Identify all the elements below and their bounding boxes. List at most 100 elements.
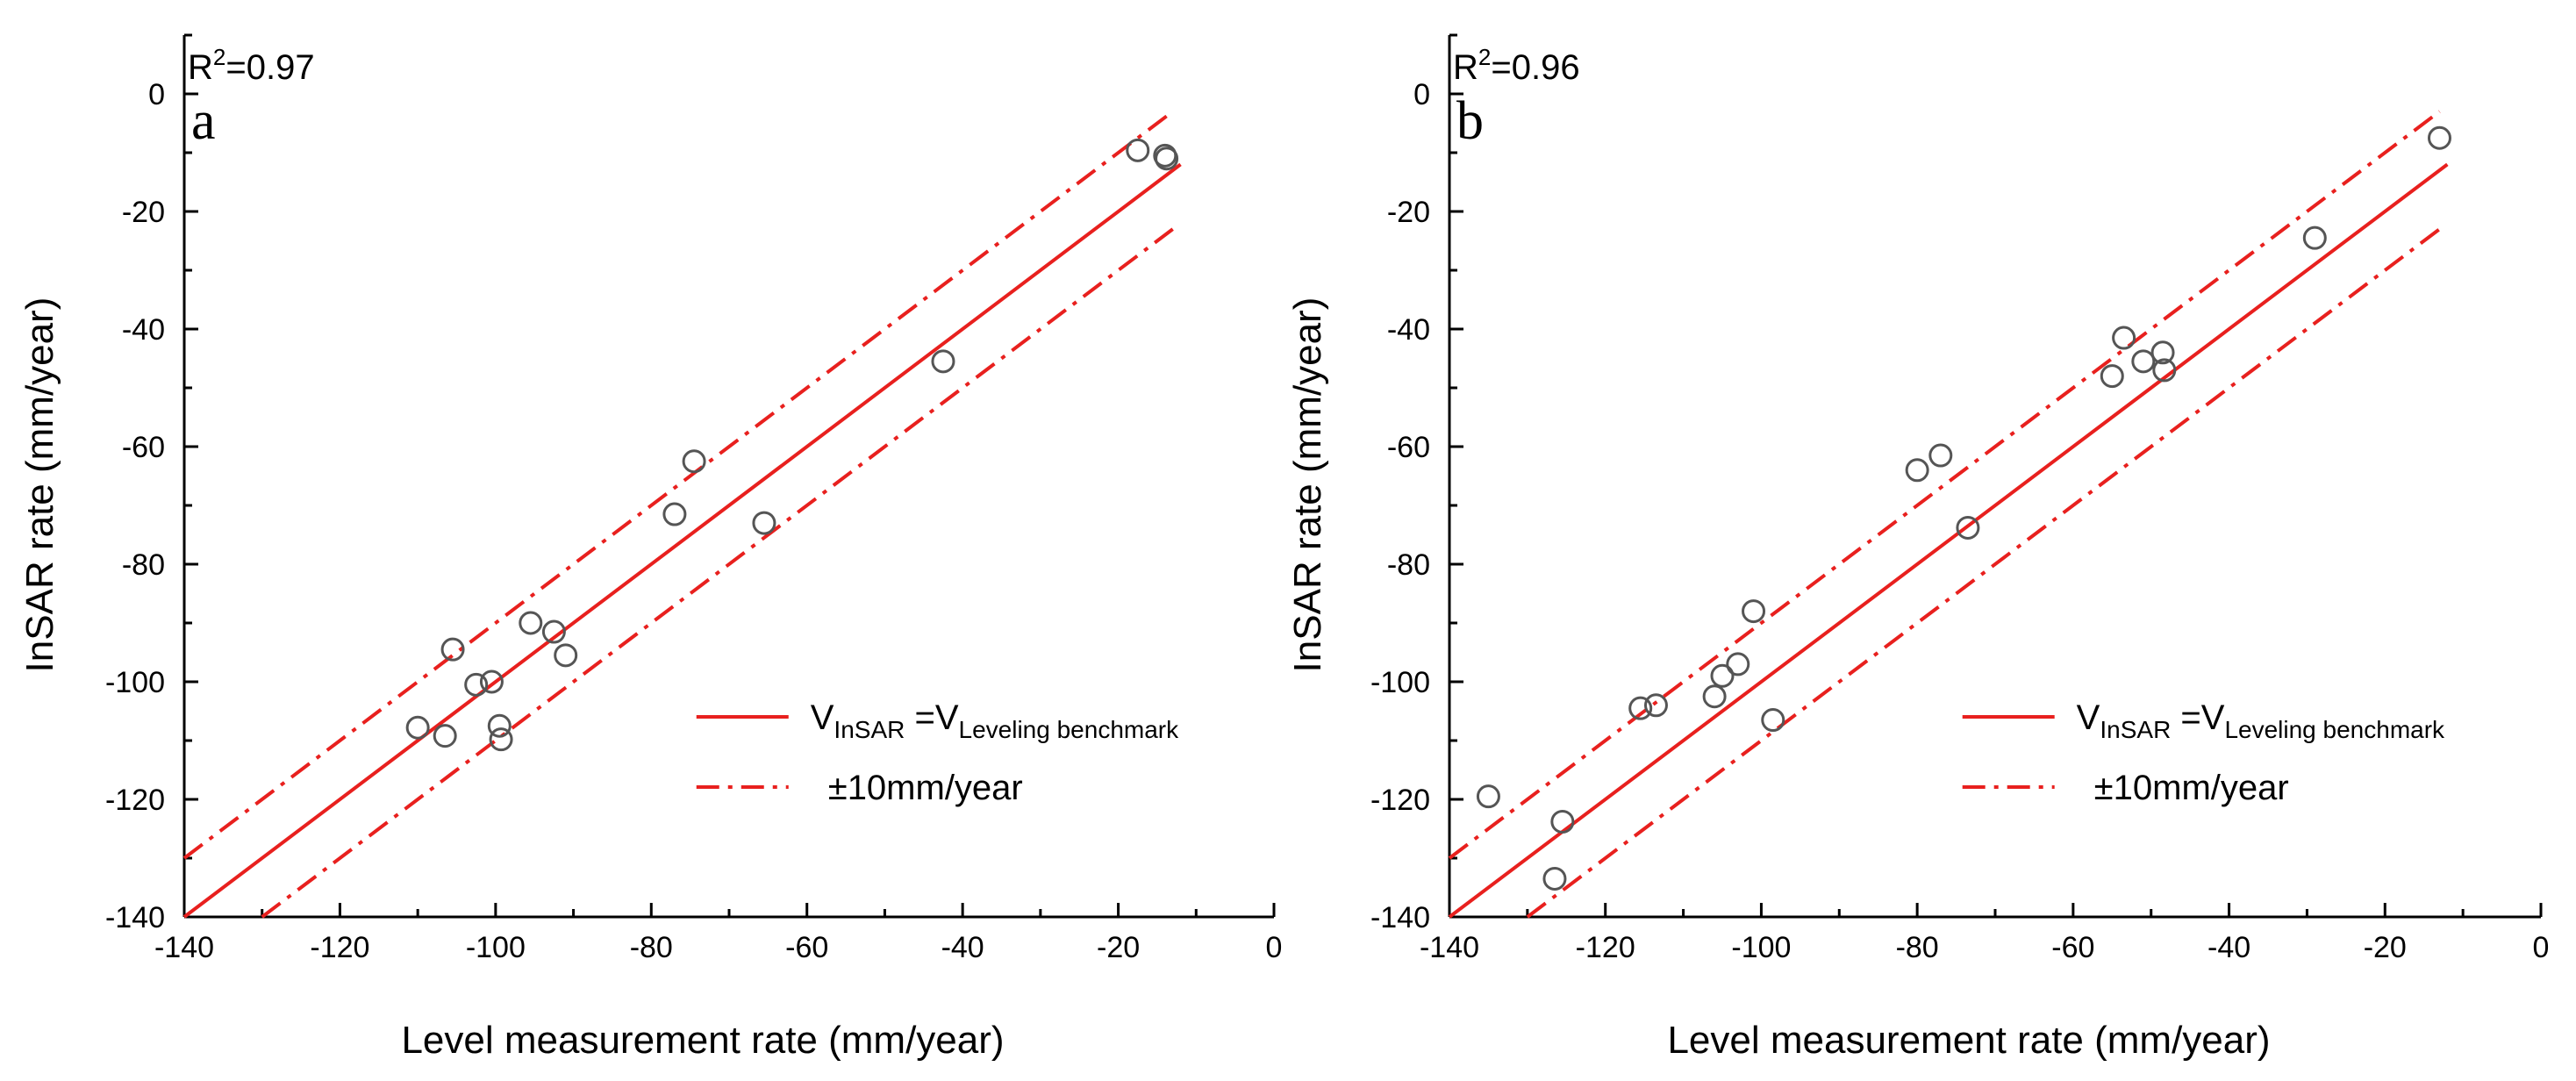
x-axis-title: Level measurement rate (mm/year) bbox=[1667, 1019, 2270, 1062]
y-tick-label: -40 bbox=[1387, 313, 1430, 347]
x-tick-label: -20 bbox=[1097, 931, 1140, 964]
data-point bbox=[752, 511, 776, 535]
data-point bbox=[1155, 147, 1179, 171]
data-point bbox=[489, 727, 513, 752]
x-axis-title: Level measurement rate (mm/year) bbox=[401, 1019, 1004, 1062]
data-point bbox=[1643, 693, 1668, 718]
data-point bbox=[487, 713, 512, 738]
data-point bbox=[541, 619, 566, 644]
r-squared-annotation: R2=0.96 bbox=[1453, 44, 1580, 87]
y-tick-label: -40 bbox=[122, 313, 165, 347]
legend-text-mid: =V bbox=[2171, 698, 2224, 737]
x-tick-label: -80 bbox=[630, 931, 673, 964]
tolerance-line bbox=[261, 227, 1174, 919]
data-point bbox=[519, 611, 543, 635]
y-tick-label: -140 bbox=[1370, 901, 1430, 934]
legend-label: VInSAR =VLeveling benchmark bbox=[811, 698, 1179, 743]
y-tick-label: -20 bbox=[122, 196, 165, 229]
data-point bbox=[2100, 364, 2124, 389]
y-tick-label: 0 bbox=[1413, 78, 1430, 111]
x-tick-label: -20 bbox=[2364, 931, 2407, 964]
data-point bbox=[2427, 125, 2451, 150]
legend-label: ±10mm/year bbox=[2094, 769, 2289, 807]
data-point bbox=[2302, 226, 2327, 250]
x-tick-label: -140 bbox=[1420, 931, 1479, 964]
legend-text-sub: InSAR bbox=[834, 716, 905, 743]
y-tick-label: -20 bbox=[1387, 196, 1430, 229]
data-point bbox=[1542, 866, 1567, 891]
panel-letter: b bbox=[1456, 91, 1484, 151]
y-tick-label: -60 bbox=[122, 431, 165, 464]
data-point bbox=[1550, 809, 1575, 834]
data-point bbox=[2112, 326, 2136, 350]
x-tick-label: -40 bbox=[2207, 931, 2250, 964]
y-axis-title: InSAR rate (mm/year) bbox=[18, 297, 61, 673]
data-point bbox=[1742, 599, 1766, 624]
y-tick-label: -120 bbox=[105, 784, 165, 817]
y-tick-label: -120 bbox=[1370, 784, 1430, 817]
x-tick-label: -100 bbox=[1731, 931, 1791, 964]
x-tick-label: -80 bbox=[1896, 931, 1939, 964]
x-tick-label: -60 bbox=[2051, 931, 2094, 964]
legend-text-sub: Leveling benchmark bbox=[959, 716, 1180, 743]
data-point bbox=[479, 669, 504, 694]
tolerance-line bbox=[1526, 227, 2441, 919]
x-tick-label: -40 bbox=[941, 931, 984, 964]
legend-label: ±10mm/year bbox=[828, 769, 1023, 807]
legend-text-main: V bbox=[2077, 698, 2100, 737]
y-tick-label: -60 bbox=[1387, 431, 1430, 464]
data-point bbox=[405, 715, 430, 740]
data-point bbox=[1476, 784, 1500, 809]
data-point bbox=[554, 643, 578, 668]
x-tick-label: -120 bbox=[310, 931, 369, 964]
data-point bbox=[1928, 443, 1953, 468]
y-tick-label: -80 bbox=[122, 548, 165, 582]
data-point bbox=[1905, 458, 1929, 483]
data-point bbox=[433, 724, 457, 748]
x-tick-label: -60 bbox=[785, 931, 828, 964]
r-squared-prefix: R bbox=[1453, 48, 1478, 87]
data-point bbox=[1702, 684, 1727, 709]
panel-b: -140 -120 -100 -80 -60 -40 -20 0 -140 -120 -100 -80… bbox=[1286, 33, 2550, 1062]
x-tick-label: 0 bbox=[1266, 931, 1283, 964]
data-point bbox=[440, 637, 465, 662]
r-squared-value: =0.96 bbox=[1491, 48, 1579, 87]
data-point bbox=[2131, 349, 2156, 374]
y-tick-label: -80 bbox=[1387, 548, 1430, 582]
legend-label: VInSAR =VLeveling benchmark bbox=[2077, 698, 2445, 743]
one-to-one-line bbox=[1448, 162, 2449, 919]
data-point bbox=[931, 349, 955, 374]
y-tick-label: 0 bbox=[148, 78, 165, 111]
r-squared-value: =0.97 bbox=[225, 48, 314, 87]
r-squared-annotation: R2=0.97 bbox=[188, 44, 315, 87]
tolerance-line bbox=[182, 110, 1174, 860]
tolerance-line bbox=[1448, 110, 2441, 860]
x-tick-label: -140 bbox=[154, 931, 214, 964]
data-point bbox=[1956, 515, 1980, 540]
panel-letter: a bbox=[191, 91, 216, 151]
panel-a: -140 -120 -100 -80 -60 -40 -20 0 -140 -120 -100 -80… bbox=[18, 33, 1283, 1062]
data-point bbox=[1761, 708, 1785, 733]
r-squared-prefix: R bbox=[188, 48, 213, 87]
y-tick-label: -140 bbox=[105, 901, 165, 934]
r-squared-superscript: 2 bbox=[1478, 44, 1491, 70]
data-point bbox=[662, 502, 687, 526]
data-point bbox=[1710, 663, 1735, 688]
legend-text-main: V bbox=[811, 698, 834, 737]
legend-text-mid: =V bbox=[905, 698, 958, 737]
data-point bbox=[2150, 340, 2175, 365]
data-point bbox=[1126, 138, 1150, 162]
data-point bbox=[1628, 696, 1653, 720]
r-squared-superscript: 2 bbox=[213, 44, 225, 70]
legend-text-sub: Leveling benchmark bbox=[2224, 716, 2445, 743]
y-tick-label: -100 bbox=[105, 666, 165, 699]
y-tick-label: -100 bbox=[1370, 666, 1430, 699]
x-tick-label: -120 bbox=[1576, 931, 1635, 964]
data-point bbox=[682, 449, 706, 474]
data-point bbox=[2152, 358, 2177, 383]
x-tick-label: -100 bbox=[466, 931, 526, 964]
data-point bbox=[1726, 652, 1750, 677]
y-axis-title: InSAR rate (mm/year) bbox=[1286, 297, 1329, 673]
x-tick-label: 0 bbox=[2533, 931, 2550, 964]
